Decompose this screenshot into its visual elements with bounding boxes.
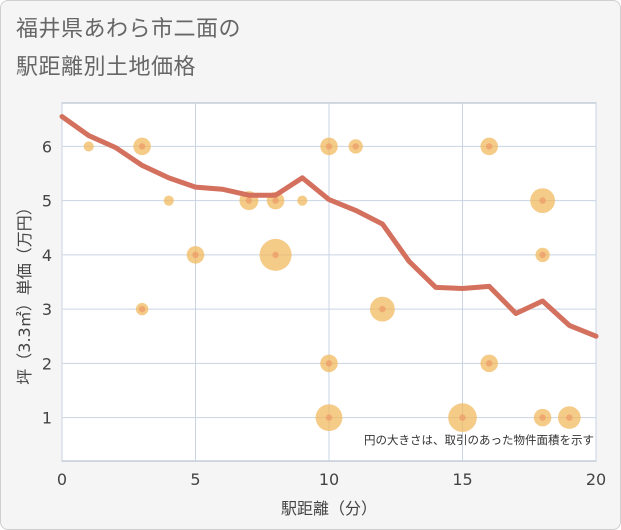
bubble-center bbox=[272, 197, 279, 204]
chart-title-line1: 福井県あわら市二面の bbox=[16, 17, 242, 42]
bubble-center bbox=[539, 251, 546, 259]
y-tick-label: 1 bbox=[42, 409, 52, 428]
y-axis-label: 坪（3.3㎡）単価（万円） bbox=[15, 199, 34, 384]
bubble-center bbox=[566, 414, 573, 421]
x-tick-label: 5 bbox=[190, 470, 200, 489]
size-note: 円の大きさは、取引のあった物件面積を示す bbox=[364, 433, 594, 447]
x-axis-label: 駅距離（分） bbox=[281, 499, 377, 518]
bubble-center bbox=[325, 143, 333, 150]
x-tick-label: 15 bbox=[452, 470, 472, 489]
bubble-center bbox=[325, 360, 333, 367]
bubble-point bbox=[297, 195, 308, 206]
bubble-center bbox=[352, 143, 359, 150]
bubble-center bbox=[486, 360, 493, 367]
bubble-center bbox=[272, 251, 279, 259]
bubble-center bbox=[539, 197, 546, 204]
y-tick-label: 6 bbox=[42, 137, 52, 156]
y-tick-label: 4 bbox=[42, 246, 52, 265]
bubble-center bbox=[138, 305, 146, 313]
x-tick-label: 20 bbox=[586, 470, 606, 489]
x-tick-label: 0 bbox=[57, 470, 67, 489]
bubble-center bbox=[486, 143, 493, 150]
average-price-line bbox=[59, 114, 599, 339]
bubble-center bbox=[245, 197, 253, 204]
x-tick-label: 10 bbox=[319, 470, 339, 489]
bubble-center bbox=[539, 414, 546, 421]
y-tick-label: 2 bbox=[42, 354, 52, 373]
bubble-center bbox=[325, 414, 333, 421]
bubble-center bbox=[192, 251, 199, 259]
chart-title-line2: 駅距離別土地価格 bbox=[16, 55, 197, 80]
bubble-point bbox=[163, 195, 174, 206]
bubble-center bbox=[138, 143, 146, 150]
y-tick-label: 5 bbox=[42, 192, 52, 211]
bubble-center bbox=[459, 414, 466, 421]
y-tick-label: 3 bbox=[42, 300, 52, 319]
bubble-point bbox=[83, 141, 94, 152]
bubble-center bbox=[379, 305, 386, 313]
